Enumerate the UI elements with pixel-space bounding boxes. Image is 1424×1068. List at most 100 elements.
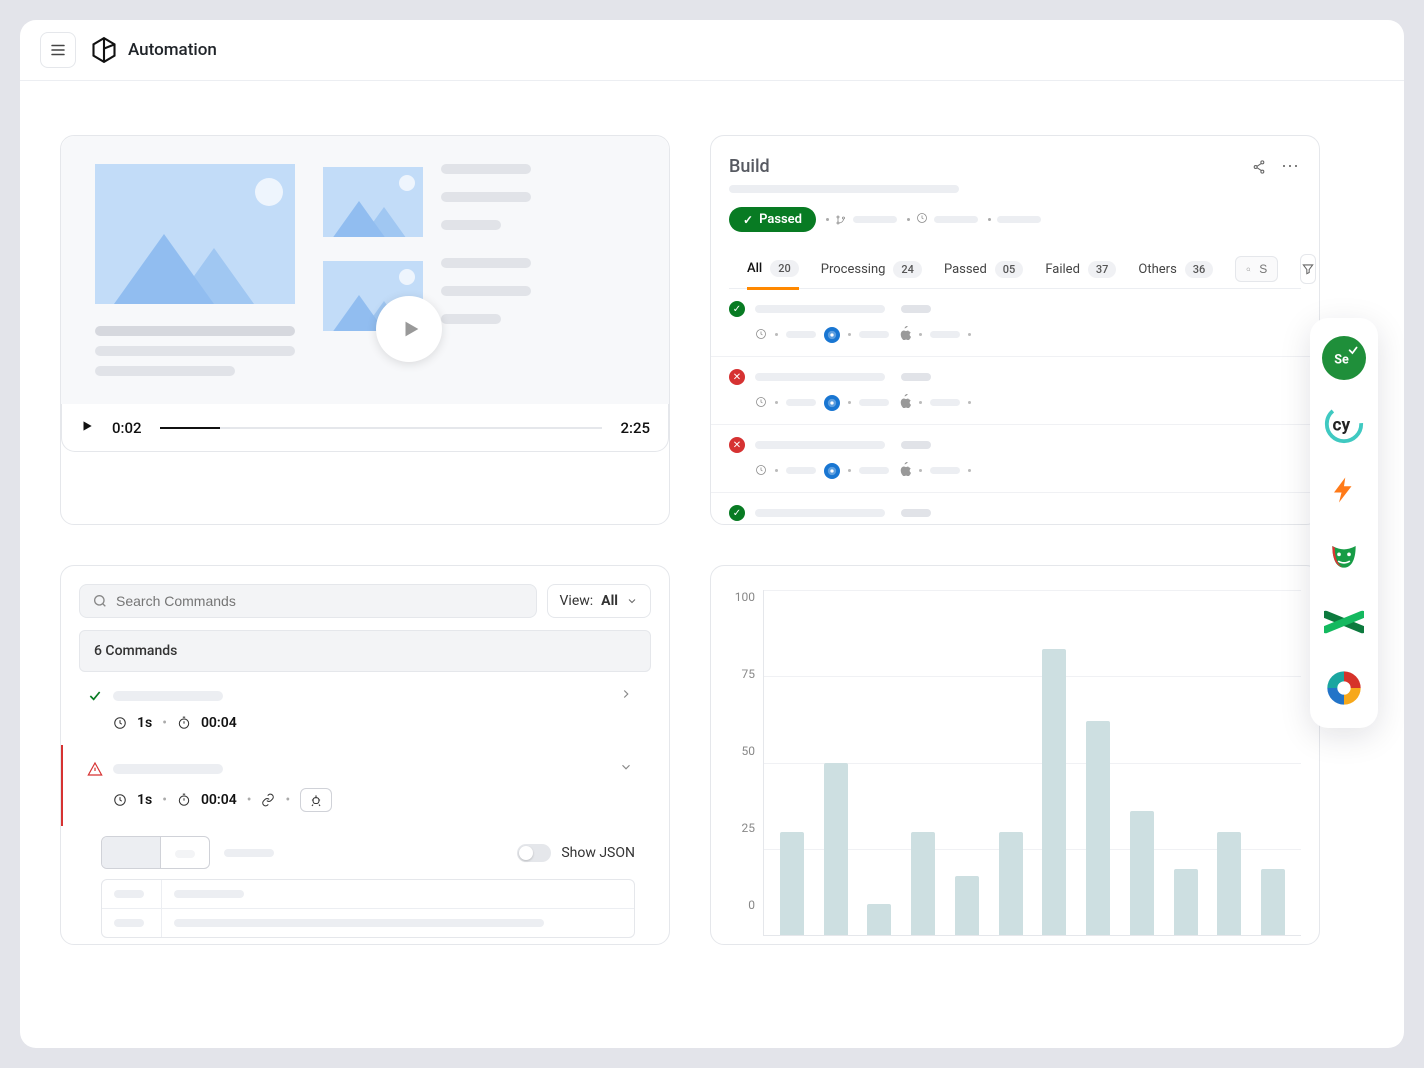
command-item[interactable]: 1s•00:04 xyxy=(61,672,651,745)
bar xyxy=(955,876,979,935)
show-json-toggle[interactable] xyxy=(517,844,551,862)
tab-passed[interactable]: Passed05 xyxy=(944,251,1023,288)
chart-card: 100 75 50 25 0 xyxy=(710,565,1320,945)
check-icon: ✓ xyxy=(729,505,745,521)
play-icon xyxy=(80,419,94,433)
browser-icon xyxy=(824,395,840,411)
y-tick: 100 xyxy=(735,590,755,604)
bar xyxy=(780,832,804,936)
apple-icon xyxy=(897,325,911,344)
chart-plot xyxy=(763,590,1301,936)
logo: Automation xyxy=(90,36,217,64)
commands-card: View: All 6 Commands 1s•00:041s•00:04•• S… xyxy=(60,565,670,945)
clock-icon xyxy=(755,396,767,408)
logo-icon xyxy=(90,36,118,64)
commands-search-input[interactable] xyxy=(116,593,524,609)
build-title: Build xyxy=(729,156,770,177)
bar xyxy=(1130,811,1154,935)
tab-processing[interactable]: Processing24 xyxy=(821,251,922,288)
bar xyxy=(824,763,848,936)
page-title: Automation xyxy=(128,40,217,60)
wheel-icon[interactable] xyxy=(1322,666,1366,710)
test-list: ✓ ✕ ✕ ✓ xyxy=(711,289,1319,525)
video-controls: 0:02 2:25 xyxy=(61,404,669,452)
test-row[interactable]: ✕ xyxy=(711,357,1319,425)
segment-buttons[interactable] xyxy=(101,836,210,869)
y-tick: 75 xyxy=(742,667,756,681)
playwright-icon[interactable] xyxy=(1322,534,1366,578)
play-control[interactable] xyxy=(80,418,94,437)
browser-icon xyxy=(824,327,840,343)
tab-all[interactable]: All20 xyxy=(747,250,799,290)
app-shell: Automation xyxy=(20,20,1404,1048)
timer-icon xyxy=(177,793,191,807)
clock-icon xyxy=(755,464,767,476)
clock-icon xyxy=(916,212,928,224)
play-icon xyxy=(400,318,422,340)
search-icon xyxy=(1246,263,1251,276)
seek-track[interactable] xyxy=(160,427,603,429)
show-json-label: Show JSON xyxy=(561,845,635,861)
link-icon xyxy=(261,793,275,807)
check-icon: ✓ xyxy=(729,301,745,317)
test-row[interactable]: ✓ xyxy=(711,289,1319,357)
selenium-icon[interactable]: Se xyxy=(1322,336,1366,380)
thumbnail-small xyxy=(323,167,423,237)
lightning-icon[interactable] xyxy=(1322,468,1366,512)
build-tabs: All20 Processing24 Passed05 Failed37 Others3… xyxy=(729,250,1301,289)
warning-icon xyxy=(87,761,103,777)
thumbnail-large xyxy=(95,164,295,304)
test-row[interactable]: ✕ xyxy=(711,425,1319,493)
view-value: All xyxy=(601,593,618,609)
apple-icon xyxy=(897,461,911,480)
bar xyxy=(867,904,891,935)
tests-search xyxy=(1235,256,1278,282)
share-icon[interactable] xyxy=(1251,159,1267,175)
svg-text:Se: Se xyxy=(1334,353,1349,368)
y-tick: 50 xyxy=(742,744,756,758)
x-icon: ✕ xyxy=(729,437,745,453)
view-label: View: xyxy=(560,593,594,609)
video-area[interactable] xyxy=(61,136,669,404)
bug-button[interactable] xyxy=(300,788,332,812)
integration-dock: Se cy xyxy=(1310,318,1378,728)
bar xyxy=(1086,721,1110,935)
filter-button[interactable] xyxy=(1300,254,1316,284)
more-icon[interactable]: ⋯ xyxy=(1281,156,1301,177)
chevron-right-icon[interactable] xyxy=(619,686,633,705)
y-axis: 100 75 50 25 0 xyxy=(715,590,763,936)
commands-count: 6 Commands xyxy=(79,630,651,672)
bar xyxy=(911,832,935,936)
y-tick: 0 xyxy=(748,898,755,912)
build-card: Build ⋯ Passed All20Processing24Passed05… xyxy=(710,135,1320,525)
command-item[interactable]: 1s•00:04•• xyxy=(61,745,651,826)
menu-icon xyxy=(49,41,67,59)
chevron-down-icon xyxy=(626,595,638,607)
json-toggle-row: Show JSON xyxy=(61,826,651,879)
tests-search-input[interactable] xyxy=(1259,262,1267,276)
tab-others[interactable]: Others36 xyxy=(1138,251,1213,288)
chevron-down-icon[interactable] xyxy=(619,759,633,778)
topbar: Automation xyxy=(20,20,1404,81)
skeleton-line xyxy=(729,185,959,193)
commands-search xyxy=(79,584,537,618)
branch-icon xyxy=(835,214,847,226)
video-card: 0:02 2:25 xyxy=(60,135,670,525)
x-icon: ✕ xyxy=(729,369,745,385)
bar xyxy=(1217,832,1241,936)
clock-icon xyxy=(113,716,127,730)
play-button[interactable] xyxy=(376,296,442,362)
test-row[interactable]: ✓ xyxy=(711,493,1319,525)
view-select[interactable]: View: All xyxy=(547,584,651,618)
search-icon xyxy=(92,593,108,609)
bar xyxy=(999,832,1023,936)
cypress-icon[interactable]: cy xyxy=(1322,402,1366,446)
bar xyxy=(1174,869,1198,935)
bar xyxy=(1042,649,1066,935)
tab-failed[interactable]: Failed37 xyxy=(1045,251,1116,288)
cross-icon[interactable] xyxy=(1322,600,1366,644)
clock-icon xyxy=(755,328,767,340)
y-tick: 25 xyxy=(742,821,756,835)
apple-icon xyxy=(897,393,911,412)
menu-button[interactable] xyxy=(40,32,76,68)
